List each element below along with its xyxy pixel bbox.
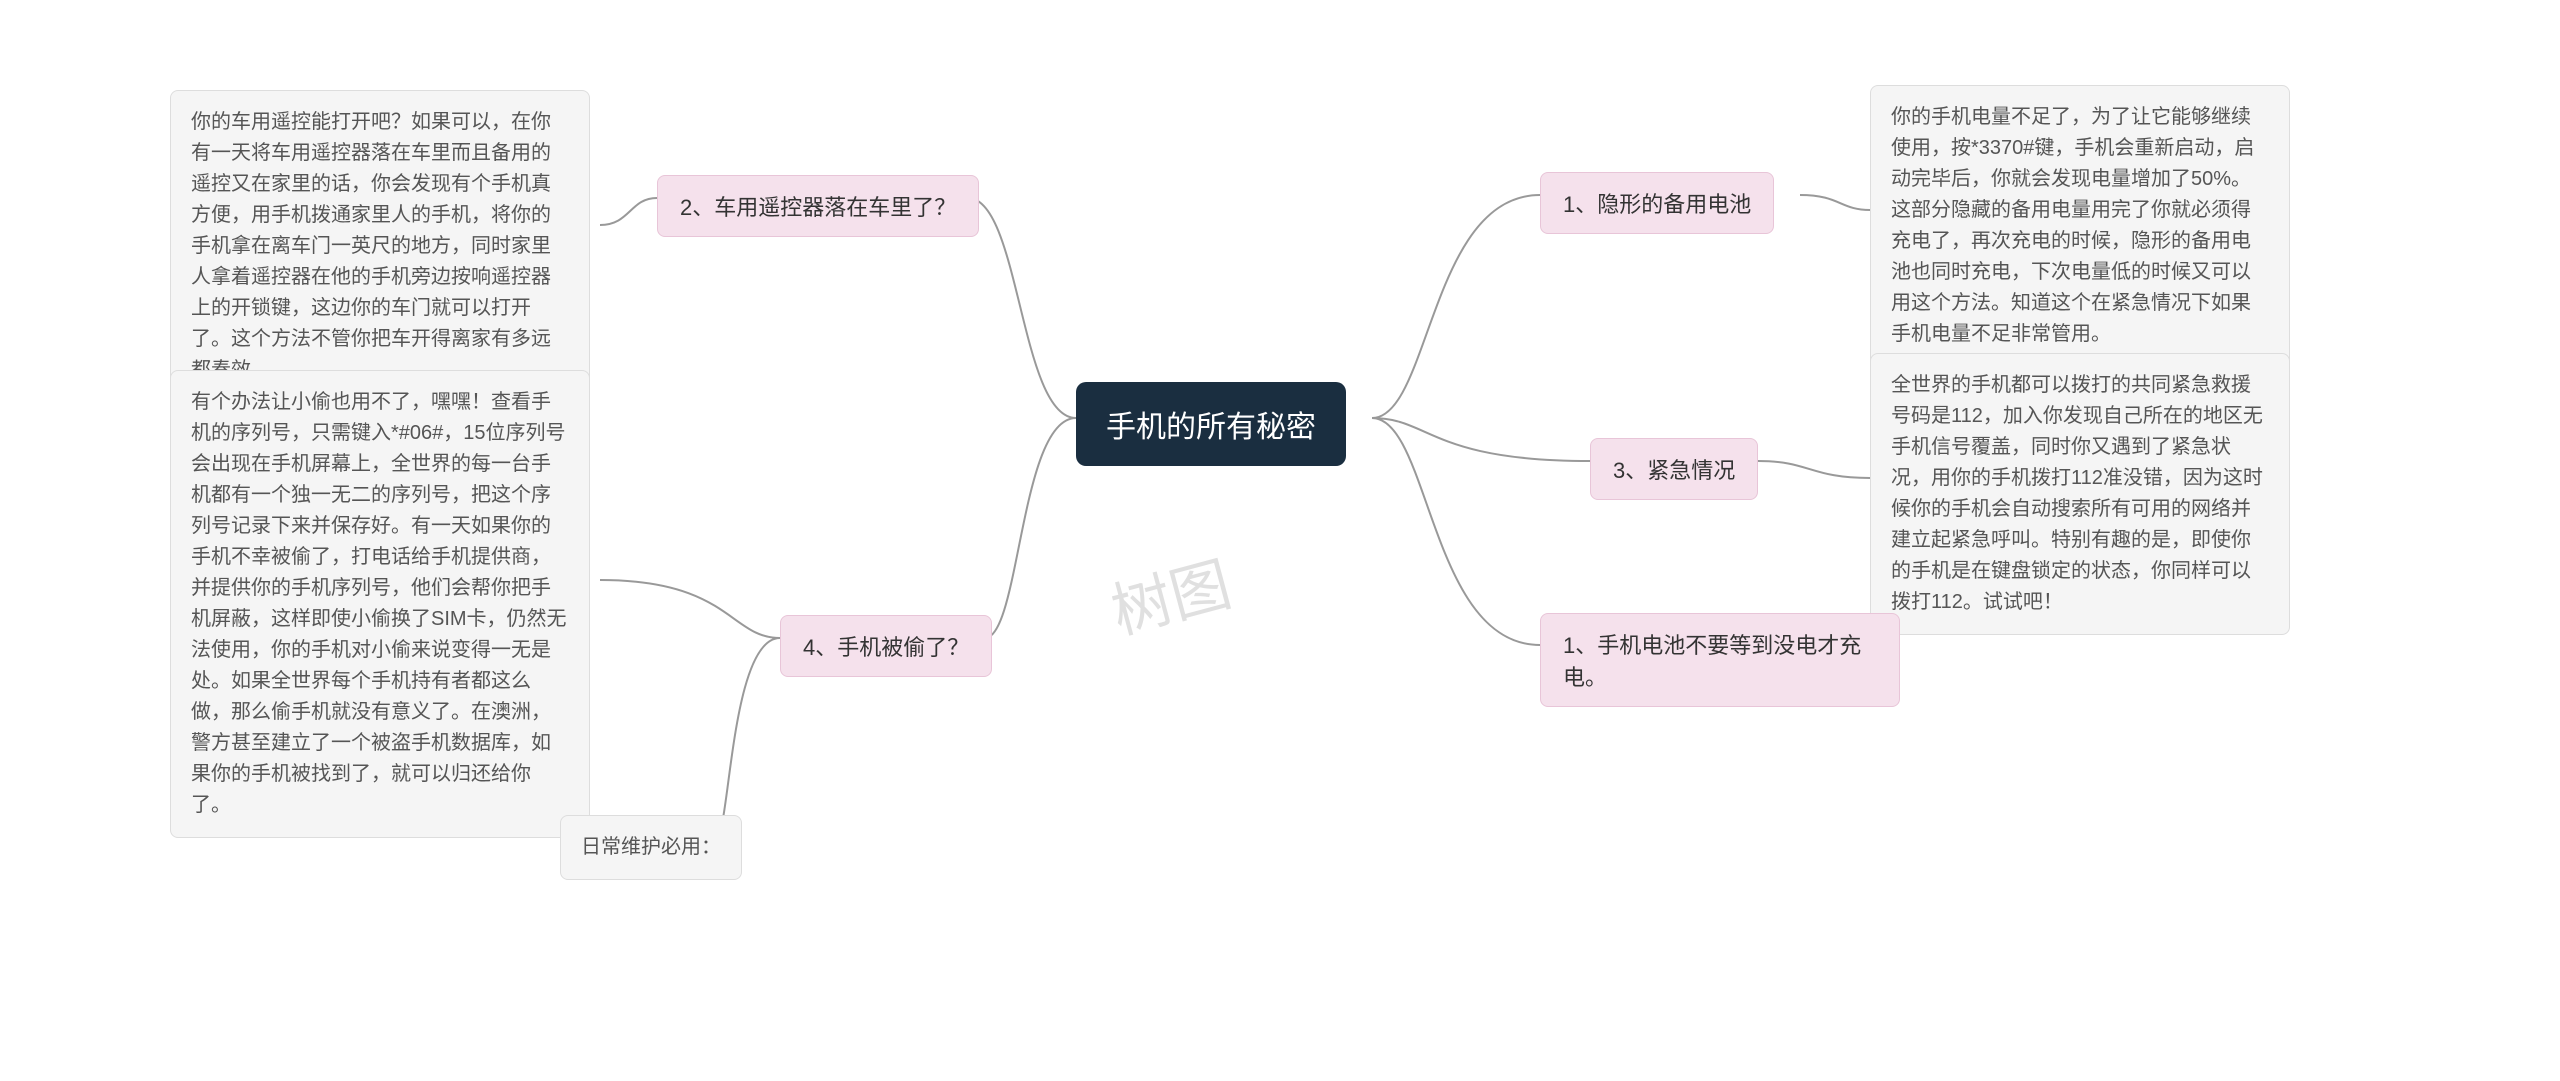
left-branch-1-title: 2、车用遥控器落在车里了？	[680, 195, 956, 220]
right-branch-3-title: 1、手机电池不要等到没电才充电。	[1563, 633, 1861, 690]
right-branch-3: 1、手机电池不要等到没电才充电。	[1540, 613, 1900, 707]
left-branch-2-title: 4、手机被偷了？	[803, 635, 969, 660]
right-branch-2-detail-text: 全世界的手机都可以拨打的共同紧急救援号码是112，加入你发现自己所在的地区无手机…	[1891, 374, 2263, 613]
center-node: 手机的所有秘密	[1076, 382, 1346, 466]
center-title: 手机的所有秘密	[1106, 411, 1316, 444]
right-branch-1: 1、隐形的备用电池	[1540, 172, 1774, 234]
right-branch-1-title: 1、隐形的备用电池	[1563, 192, 1751, 217]
right-branch-1-detail-text: 你的手机电量不足了，为了让它能够继续使用，按*3370#键，手机会重新启动，启动…	[1891, 106, 2254, 345]
right-branch-2-detail: 全世界的手机都可以拨打的共同紧急救援号码是112，加入你发现自己所在的地区无手机…	[1870, 353, 2290, 635]
right-branch-2: 3、紧急情况	[1590, 438, 1758, 500]
left-branch-2-detail: 有个办法让小偷也用不了，嘿嘿！查看手机的序列号，只需键入*#06#，15位序列号…	[170, 370, 590, 838]
left-branch-1: 2、车用遥控器落在车里了？	[657, 175, 979, 237]
left-branch-2-sub: 日常维护必用：	[560, 815, 742, 880]
left-branch-2-detail-text: 有个办法让小偷也用不了，嘿嘿！查看手机的序列号，只需键入*#06#，15位序列号…	[191, 391, 567, 816]
left-branch-1-detail: 你的车用遥控能打开吧？如果可以，在你有一天将车用遥控器落在车里而且备用的遥控又在…	[170, 90, 590, 403]
left-branch-2-sub-text: 日常维护必用：	[581, 836, 721, 858]
watermark-2: 树图	[1101, 536, 1239, 651]
right-branch-1-detail: 你的手机电量不足了，为了让它能够继续使用，按*3370#键，手机会重新启动，启动…	[1870, 85, 2290, 367]
left-branch-1-detail-text: 你的车用遥控能打开吧？如果可以，在你有一天将车用遥控器落在车里而且备用的遥控又在…	[191, 111, 551, 381]
left-branch-2: 4、手机被偷了？	[780, 615, 992, 677]
right-branch-2-title: 3、紧急情况	[1613, 458, 1735, 483]
